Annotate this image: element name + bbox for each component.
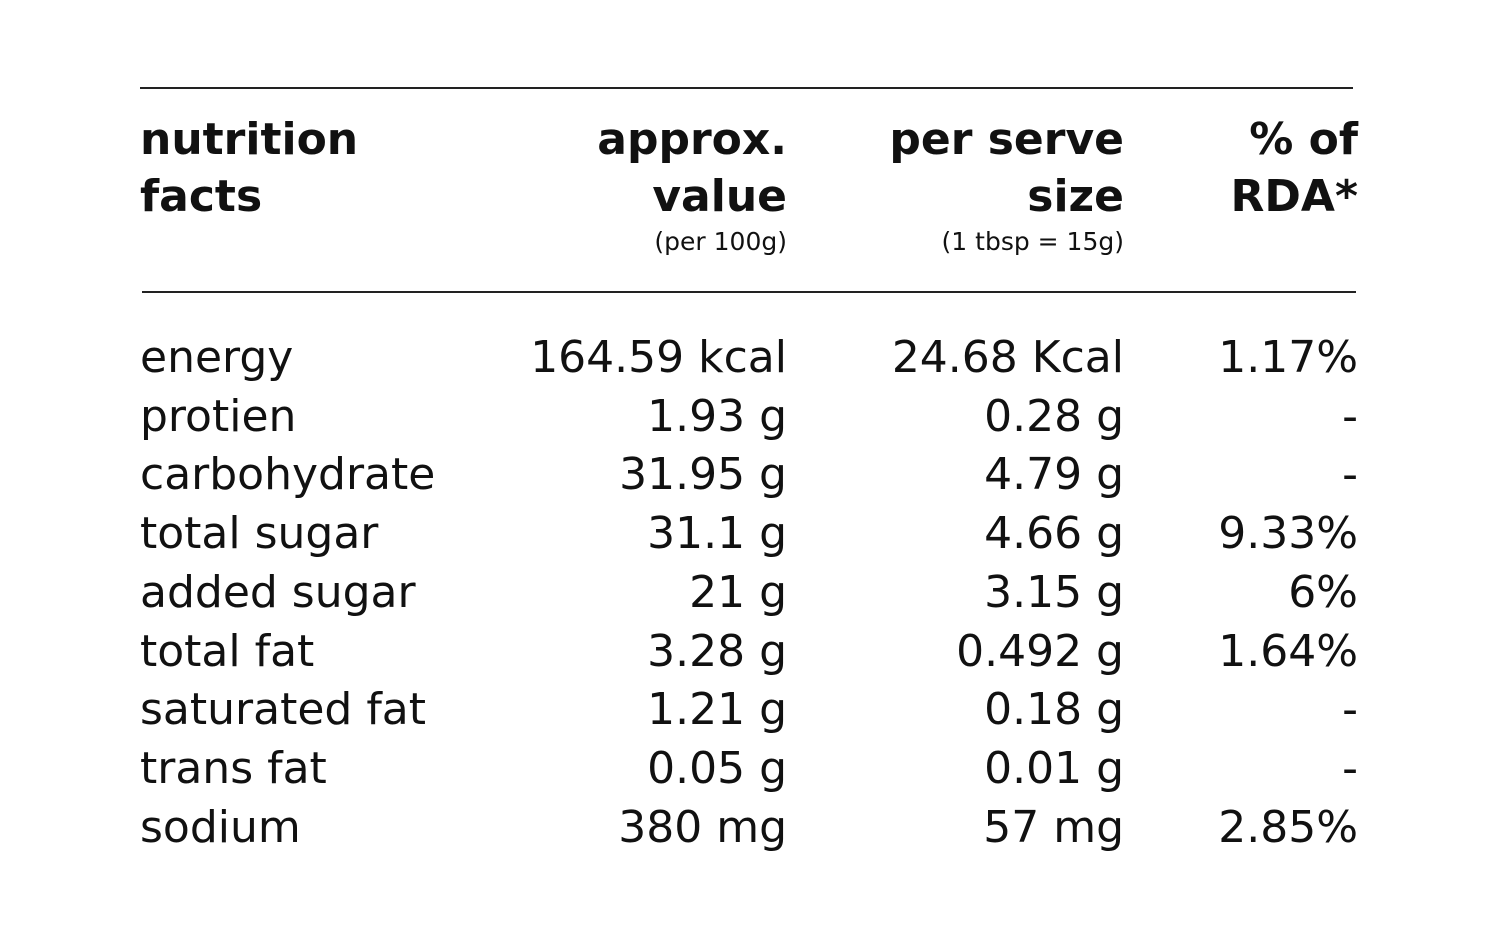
nutrient-value: 57 mg [983, 801, 1124, 853]
header-rule [142, 291, 1356, 293]
nutrient-value: 1.17% [1218, 332, 1358, 383]
nutrient-name: carbohydrate [140, 449, 436, 501]
header-text: nutrition [140, 114, 359, 165]
nutrient-value: - [1342, 742, 1358, 794]
nutrient-value: 21 g [689, 566, 787, 618]
nutrient-value: 1.21 g [647, 684, 787, 736]
header-text: facts [140, 171, 263, 222]
nutrient-name: energy [140, 332, 294, 383]
nutrient-value: 31.1 g [647, 508, 787, 560]
top-rule [140, 87, 1353, 89]
header-note: (per 100g) [654, 227, 787, 256]
nutrient-value: 6% [1288, 566, 1358, 618]
header-text: size [1027, 171, 1124, 222]
header-text: approx. [597, 114, 787, 165]
header-text: % of [1249, 114, 1358, 165]
nutrient-value: 9.33% [1218, 508, 1358, 560]
nutrient-value: 0.05 g [647, 742, 787, 794]
nutrient-value: - [1342, 684, 1358, 736]
nutrient-value: 3.28 g [647, 625, 787, 677]
nutrient-name: trans fat [140, 742, 327, 794]
header-text: RDA* [1230, 171, 1358, 222]
nutrient-value: 0.28 g [984, 390, 1124, 442]
nutrient-value: 3.15 g [984, 566, 1124, 618]
nutrient-value: 380 mg [618, 801, 787, 853]
nutrient-value: 4.79 g [984, 449, 1124, 501]
nutrient-name: total sugar [140, 508, 379, 560]
header-text: value [652, 171, 787, 222]
nutrient-value: 31.95 g [619, 449, 787, 501]
nutrient-value: 2.85% [1218, 801, 1358, 853]
nutrient-value: 0.01 g [984, 742, 1124, 794]
nutrient-value: 1.64% [1218, 625, 1358, 677]
nutrient-name: sodium [140, 801, 301, 853]
header-text: per serve [889, 114, 1124, 165]
header-note: (1 tbsp = 15g) [941, 227, 1124, 256]
nutrient-value: 24.68 Kcal [891, 332, 1124, 383]
nutrient-value: - [1342, 390, 1358, 442]
nutrient-name: added sugar [140, 566, 416, 618]
nutrient-value: 4.66 g [984, 508, 1124, 560]
nutrient-value: - [1342, 449, 1358, 501]
nutrient-value: 164.59 kcal [530, 332, 787, 383]
nutrient-value: 0.18 g [984, 684, 1124, 736]
nutrient-value: 1.93 g [647, 390, 787, 442]
nutrient-name: total fat [140, 625, 315, 677]
nutrient-name: saturated fat [140, 684, 427, 736]
nutrient-value: 0.492 g [956, 625, 1124, 677]
nutrient-name: protien [140, 390, 297, 442]
